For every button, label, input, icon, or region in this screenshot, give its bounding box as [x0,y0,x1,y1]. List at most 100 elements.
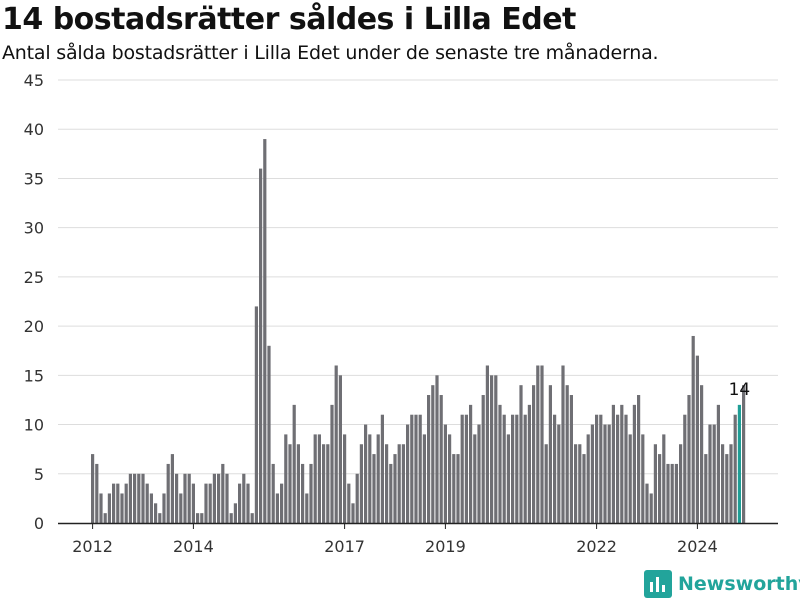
bar [406,424,410,523]
bar [721,444,725,523]
bar [389,463,393,523]
bar [456,454,460,523]
bar [103,513,107,523]
bar [582,454,586,523]
y-tick-label: 35 [24,169,44,188]
bar [263,139,267,523]
bar [229,513,233,523]
bar [628,434,632,523]
bar [208,483,212,523]
highlight-value-label: 14 [729,380,751,400]
bar [624,414,628,523]
bar [599,414,603,523]
bar [175,473,179,523]
page-title: 14 bostadsrätter såldes i Lilla Edet [2,2,576,37]
bar [435,375,439,523]
y-tick-label: 5 [34,465,44,484]
bar [246,483,250,523]
bar [616,414,620,523]
bar [91,454,95,523]
bar [372,454,376,523]
y-tick-label: 0 [34,514,44,533]
bar [359,444,363,523]
bar [460,414,464,523]
bar [422,434,426,523]
bar [473,434,477,523]
bar [196,513,200,523]
bar [733,414,737,523]
bar [212,473,216,523]
bar [368,434,372,523]
bar [124,483,128,523]
bar [250,513,254,523]
y-tick-label: 25 [24,268,44,287]
x-tick-label: 2022 [576,537,617,556]
bar [653,444,657,523]
bar [204,483,208,523]
bar [141,473,145,523]
bar [532,385,536,523]
y-tick-label: 10 [24,416,44,435]
bar [317,434,321,523]
bar [179,493,183,523]
bar [691,335,695,523]
bar [309,463,313,523]
bar [670,463,674,523]
y-axis-ticks: 0 5 10 15 20 25 30 35 40 45 [24,71,44,533]
bar [284,434,288,523]
bar [523,414,527,523]
bar [380,414,384,523]
bar [557,424,561,523]
newsworthy-logo: Newsworthy [644,569,800,599]
bar [112,483,116,523]
bar [343,434,347,523]
bar [242,473,246,523]
bar [674,463,678,523]
bar [494,375,498,523]
bar [561,365,565,523]
bar [481,395,485,523]
bar [683,414,687,523]
bar [590,424,594,523]
bar [338,375,342,523]
y-tick-label: 45 [24,71,44,90]
bar [166,463,170,523]
bar [233,503,237,523]
bar [334,365,338,523]
bar [347,483,351,523]
bar [515,414,519,523]
bar [364,424,368,523]
bar [603,424,607,523]
x-tick-label: 2012 [72,537,113,556]
bar [145,483,149,523]
bar [712,424,716,523]
bar [217,473,221,523]
bar [540,365,544,523]
bar [632,404,636,523]
bar [527,404,531,523]
bar [716,404,720,523]
bar [725,454,729,523]
bar [170,454,174,523]
bar [99,493,103,523]
x-tick-label: 2017 [324,537,365,556]
bar [574,444,578,523]
page-subtitle: Antal sålda bostadsrätter i Lilla Edet u… [2,42,659,64]
bar [301,463,305,523]
bar [322,444,326,523]
y-tick-label: 20 [24,317,44,336]
bar [137,473,141,523]
bar [351,503,355,523]
bar [595,414,599,523]
bar [452,454,456,523]
bar [414,414,418,523]
bar [620,404,624,523]
bar [464,414,468,523]
y-tick-label: 15 [24,366,44,385]
bar [553,414,557,523]
bar [544,444,548,523]
bar [238,483,242,523]
bar [695,355,699,523]
bar [427,395,431,523]
bar [548,385,552,523]
